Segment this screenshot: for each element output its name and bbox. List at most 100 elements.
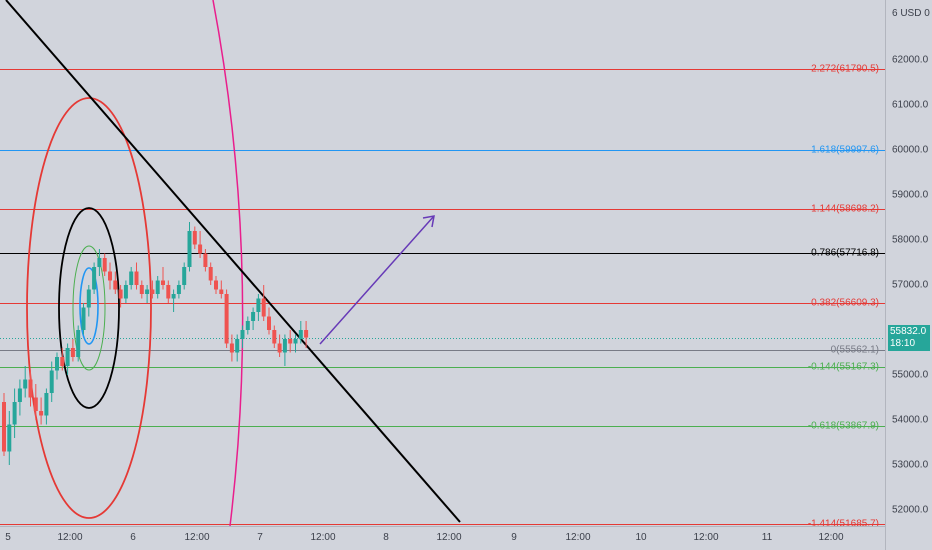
drawing-shapes[interactable] [5, 0, 461, 526]
candle[interactable] [245, 316, 250, 335]
candle[interactable] [70, 339, 75, 362]
candle[interactable] [145, 285, 150, 303]
magenta-arc[interactable] [212, 0, 244, 526]
candle[interactable] [155, 276, 160, 299]
blue-ellipse[interactable] [79, 267, 99, 345]
candle-body [272, 330, 277, 344]
candle[interactable] [39, 397, 44, 425]
candle[interactable] [214, 276, 218, 294]
candle[interactable] [187, 222, 192, 272]
candle-body [256, 298, 261, 312]
projection-arrow[interactable] [319, 215, 435, 345]
candle[interactable] [55, 352, 59, 380]
candle-body [70, 348, 75, 357]
candle-body [123, 285, 128, 299]
candle-body [134, 271, 139, 285]
candle[interactable] [139, 280, 144, 299]
candle-body [198, 244, 203, 254]
candle-body [229, 343, 234, 353]
candle[interactable] [44, 388, 49, 425]
candle[interactable] [86, 285, 91, 317]
candle[interactable] [2, 393, 6, 456]
candle-body [12, 402, 17, 425]
time-tick: 12:00 [436, 532, 462, 543]
arrow-head[interactable] [422, 215, 435, 228]
candle[interactable] [118, 285, 123, 308]
candle[interactable] [60, 348, 65, 371]
candle[interactable] [161, 267, 165, 290]
candle[interactable] [23, 366, 28, 398]
candle[interactable] [81, 303, 86, 335]
fib-level-label: 1.144(58698.2) [811, 202, 879, 214]
price-tick: 60000.0 [892, 144, 929, 156]
candle-body [118, 289, 123, 299]
candle-body [39, 411, 44, 416]
candle[interactable] [293, 334, 298, 353]
candle[interactable] [192, 226, 197, 250]
candle[interactable] [304, 321, 309, 348]
candle[interactable] [123, 280, 128, 304]
candle[interactable] [176, 280, 181, 299]
outer-red-ellipse[interactable] [26, 97, 152, 519]
time-tick: 12:00 [310, 532, 336, 543]
candle[interactable] [229, 334, 234, 362]
candle[interactable] [240, 325, 245, 349]
candle[interactable] [219, 280, 224, 299]
candle[interactable] [298, 321, 303, 344]
candle[interactable] [17, 379, 22, 416]
candle[interactable] [256, 294, 261, 321]
chart-plot-area[interactable]: 2.272(61790.5) 1.618(59997.6) 1.144(58698.… [0, 0, 885, 529]
candle[interactable] [150, 280, 155, 299]
candle[interactable] [102, 253, 107, 277]
candle[interactable] [97, 249, 102, 276]
candle[interactable] [203, 249, 208, 272]
price-axis[interactable]: 6 USD 0 62000.0 61000.0 60000.0 59000.0 5800… [885, 0, 932, 550]
candle[interactable] [92, 262, 97, 295]
time-axis[interactable]: 5 12:00 6 12:00 7 12:00 8 12:00 9 12:00 10 12:00 11 1… [0, 526, 885, 550]
candle[interactable] [113, 271, 118, 295]
candle[interactable] [198, 231, 203, 258]
time-tick: 12:00 [818, 532, 844, 543]
candle[interactable] [182, 262, 187, 290]
candle[interactable] [171, 289, 176, 313]
candle[interactable] [76, 325, 81, 362]
candle[interactable] [12, 388, 17, 439]
candle[interactable] [272, 325, 277, 349]
candle[interactable] [235, 334, 240, 362]
candle-body [113, 280, 118, 290]
candle[interactable] [208, 262, 213, 286]
candle[interactable] [134, 262, 139, 290]
price-tick: 61000.0 [892, 99, 929, 111]
candlesticks[interactable] [2, 222, 309, 465]
candle[interactable] [7, 411, 12, 465]
candle-body [7, 424, 12, 452]
candle[interactable] [267, 307, 271, 335]
candle[interactable] [288, 330, 293, 353]
fibonacci-levels[interactable] [0, 69, 885, 525]
candle[interactable] [129, 267, 134, 290]
candle-body [277, 343, 282, 353]
descending-trendline[interactable] [5, 0, 461, 523]
candle[interactable] [49, 361, 54, 403]
candle[interactable] [277, 334, 282, 358]
candle-body [240, 330, 245, 339]
candle-body [49, 370, 54, 393]
candle[interactable] [108, 262, 112, 290]
candle[interactable] [166, 280, 171, 304]
candle-body [166, 285, 171, 299]
candle[interactable] [282, 334, 287, 367]
chart-canvas[interactable] [0, 0, 885, 526]
candle-body [203, 253, 208, 267]
candle[interactable] [28, 370, 33, 407]
green-ellipse[interactable] [72, 245, 106, 371]
candle[interactable] [261, 285, 266, 321]
candle[interactable] [33, 384, 38, 420]
candle[interactable] [224, 289, 229, 349]
black-ellipse[interactable] [58, 207, 120, 409]
candle[interactable] [251, 307, 256, 331]
candle-body [150, 289, 155, 294]
candle-body [2, 402, 6, 452]
candle[interactable] [65, 343, 70, 376]
candle-body [208, 267, 213, 281]
